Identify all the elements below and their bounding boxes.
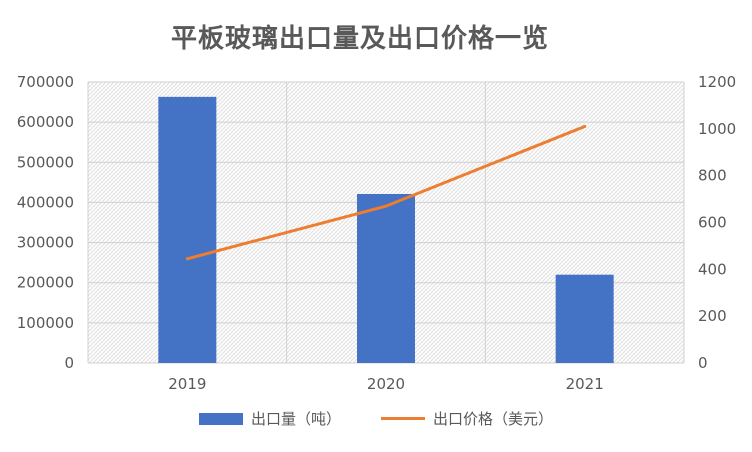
point-export-price xyxy=(384,204,388,208)
y-right-tick-label: 800 xyxy=(698,167,727,185)
legend-swatch-price xyxy=(381,417,425,420)
bar-export-volume xyxy=(555,274,614,363)
legend-label-price: 出口价格（美元） xyxy=(433,410,554,428)
legend-swatch-volume xyxy=(198,412,243,425)
chart-plot: 0 100000 200000 300000 400000 500000 600000 700… xyxy=(17,73,736,393)
point-export-price xyxy=(185,257,189,261)
y-right-tick-label: 600 xyxy=(698,214,727,232)
x-tick-label: 2021 xyxy=(566,375,604,393)
y-left-tick-label: 0 xyxy=(64,354,74,372)
y-right-tick-label: 200 xyxy=(698,307,727,325)
point-export-price xyxy=(583,124,587,128)
legend-item-price: 出口价格（美元） xyxy=(381,408,553,429)
y-left-tick-label: 600000 xyxy=(17,113,74,131)
chart-title: 平板玻璃出口量及出口价格一览 xyxy=(170,24,549,54)
legend-label-volume: 出口量（吨） xyxy=(250,410,341,428)
y-right-tick-label: 400 xyxy=(698,260,727,278)
legend-item-volume: 出口量（吨） xyxy=(198,408,341,429)
y-right-tick-label: 1000 xyxy=(698,120,736,138)
y-left-tick-label: 400000 xyxy=(17,193,74,211)
y-left-tick-label: 700000 xyxy=(17,73,74,91)
bar-export-volume xyxy=(158,96,217,364)
y-right-tick-label: 1200 xyxy=(698,73,736,91)
bar-export-volume xyxy=(357,193,415,363)
y-left-tick-label: 300000 xyxy=(17,234,74,252)
y-left-tick-label: 500000 xyxy=(17,153,74,171)
x-tick-label: 2020 xyxy=(367,375,405,393)
chart-legend: 出口量（吨） 出口价格（美元） xyxy=(0,408,752,429)
x-tick-label: 2019 xyxy=(168,375,206,393)
y-left-tick-label: 200000 xyxy=(17,274,74,292)
y-left-tick-label: 100000 xyxy=(17,314,74,332)
y-right-tick-label: 0 xyxy=(698,354,708,372)
